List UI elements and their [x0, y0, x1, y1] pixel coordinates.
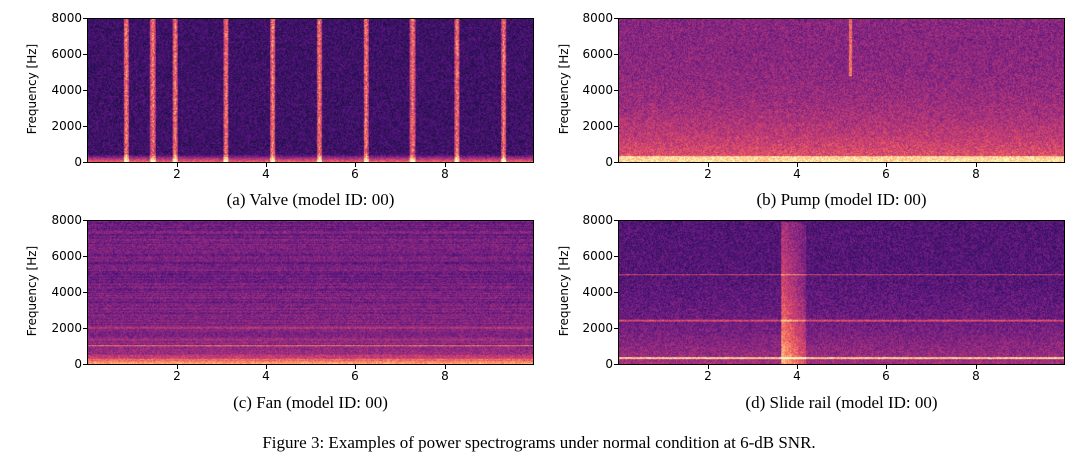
- y-tick-label: 0: [605, 155, 613, 169]
- subfigure-caption: (a) Valve (model ID: 00): [226, 190, 395, 209]
- y-tick-label: 0: [74, 357, 82, 371]
- spectrogram-heatmap: [88, 19, 533, 162]
- y-tick-label: 4000: [582, 285, 613, 299]
- y-tick-label: 8000: [51, 213, 82, 227]
- y-tick-label: 8000: [51, 11, 82, 25]
- x-tick-label: 4: [262, 369, 270, 383]
- y-axis-label: Frequency [Hz]: [25, 43, 39, 135]
- spectrogram-plot: [87, 18, 534, 163]
- x-tick-label: 6: [882, 167, 890, 181]
- x-tick-label: 8: [972, 167, 980, 181]
- y-tick-label: 4000: [51, 83, 82, 97]
- x-tick-label: 2: [704, 167, 712, 181]
- y-tick-label: 6000: [582, 249, 613, 263]
- x-tick-label: 2: [173, 369, 181, 383]
- y-tick-label: 6000: [51, 47, 82, 61]
- y-tick-label: 8000: [582, 11, 613, 25]
- x-tick-label: 4: [262, 167, 270, 181]
- spectrogram-heatmap: [619, 221, 1064, 364]
- figure-caption: Figure 3: Examples of power spectrograms…: [262, 433, 816, 452]
- x-tick-label: 6: [882, 369, 890, 383]
- x-tick-label: 4: [793, 369, 801, 383]
- y-axis-label: Frequency [Hz]: [25, 245, 39, 337]
- subfigure-caption: (c) Fan (model ID: 00): [233, 393, 388, 412]
- x-tick-label: 8: [441, 167, 449, 181]
- spectrogram-plot: [618, 220, 1065, 365]
- x-tick-label: 8: [441, 369, 449, 383]
- y-tick-label: 6000: [582, 47, 613, 61]
- y-tick-label: 8000: [582, 213, 613, 227]
- x-tick-label: 6: [351, 369, 359, 383]
- spectrogram-heatmap: [619, 19, 1064, 162]
- x-tick-label: 6: [351, 167, 359, 181]
- spectrogram-plot: [618, 18, 1065, 163]
- y-tick-label: 0: [605, 357, 613, 371]
- spectrogram-plot: [87, 220, 534, 365]
- y-tick-label: 2000: [582, 119, 613, 133]
- y-tick-label: 4000: [51, 285, 82, 299]
- y-tick-label: 6000: [51, 249, 82, 263]
- y-tick-label: 2000: [51, 321, 82, 335]
- y-tick-label: 2000: [582, 321, 613, 335]
- x-tick-label: 8: [972, 369, 980, 383]
- subfigure-caption: (d) Slide rail (model ID: 00): [745, 393, 938, 412]
- x-tick-label: 2: [173, 167, 181, 181]
- y-tick-label: 4000: [582, 83, 613, 97]
- y-axis-label: Frequency [Hz]: [557, 43, 571, 135]
- spectrogram-heatmap: [88, 221, 533, 364]
- y-tick-label: 0: [74, 155, 82, 169]
- subfigure-caption: (b) Pump (model ID: 00): [756, 190, 927, 209]
- x-tick-label: 2: [704, 369, 712, 383]
- y-tick-label: 2000: [51, 119, 82, 133]
- x-tick-label: 4: [793, 167, 801, 181]
- y-axis-label: Frequency [Hz]: [557, 245, 571, 337]
